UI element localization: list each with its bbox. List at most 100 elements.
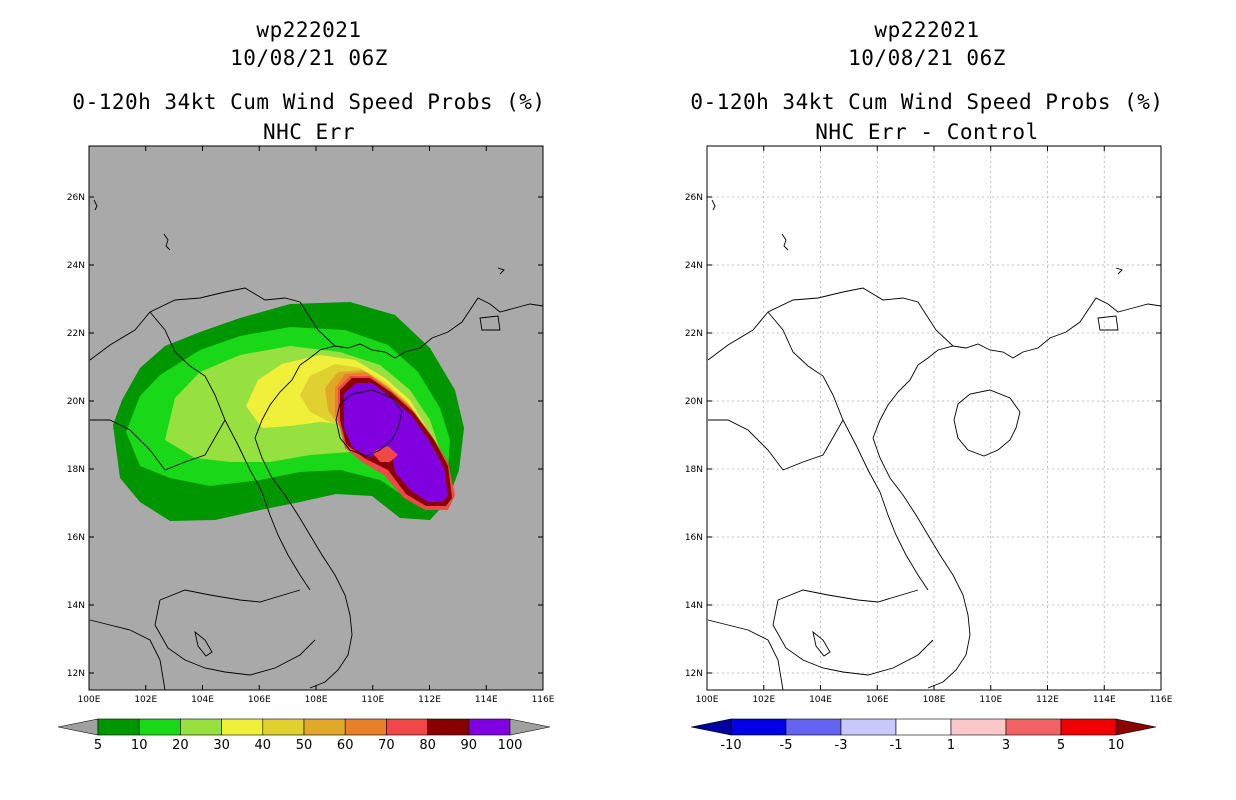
colorbar-segment (1060, 718, 1117, 736)
right-map-svg: 100E 102E 104E 106E 108E 110E 112E 114E 116E 12N 1… (685, 145, 1173, 753)
colorbar: -10 -5 -3 -1 1 3 5 10 (690, 718, 1157, 753)
lat-tick-label: 18N (685, 465, 703, 475)
colorbar-label: 1 (947, 738, 955, 753)
lon-tick-label: 108E (305, 695, 328, 705)
border-vietnam-laos (149, 311, 311, 591)
storm-id-title: wp222021 (874, 18, 980, 42)
colorbar-label: 10 (131, 738, 148, 753)
colorbar: 5 10 20 30 40 50 60 70 80 90 100 (57, 718, 551, 753)
lon-tick-label: 114E (475, 695, 498, 705)
border-cambodia-south (154, 599, 316, 676)
storm-id-title: wp222021 (256, 18, 362, 42)
coastline-gulf-thailand (89, 619, 166, 690)
colorbar-segment (468, 718, 511, 736)
lat-tick-label: 22N (67, 329, 85, 339)
right-panel: wp222021 10/08/21 06Z 0-120h 34kt Cum Wi… (618, 0, 1236, 800)
coastline-hainan (953, 389, 1021, 457)
colorbar-segment (344, 718, 387, 736)
lat-tick-label: 26N (67, 193, 85, 203)
island-small-1 (93, 199, 98, 211)
colorbar-label: 50 (296, 738, 313, 753)
border-laos-thailand (90, 419, 226, 471)
coastline-vietnam (254, 364, 353, 689)
axis-ticks: 100E 102E 104E 106E 108E 110E 112E 114E 116E 12N 1… (67, 146, 555, 705)
island-small-3 (497, 267, 505, 275)
colorbar-label: 40 (255, 738, 272, 753)
colorbar-label: 5 (94, 738, 102, 753)
lon-tick-label: 112E (418, 695, 441, 705)
colorbar-label: 3 (1002, 738, 1010, 753)
colorbar-segment (386, 718, 428, 736)
island-small-2 (163, 233, 171, 251)
left-panel: wp222021 10/08/21 06Z 0-120h 34kt Cum Wi… (57, 18, 555, 753)
border-china-north (707, 287, 954, 361)
lat-tick-label: 22N (685, 329, 703, 339)
lake-tonle-sap (812, 630, 831, 657)
lon-tick-label: 116E (532, 695, 555, 705)
lon-tick-label: 100E (696, 695, 719, 705)
coastline-vietnam (872, 364, 971, 689)
product-title: 0-120h 34kt Cum Wind Speed Probs (%) (690, 90, 1164, 114)
colorbar-segment (840, 718, 897, 736)
lon-tick-label: 104E (809, 695, 832, 705)
colorbar-label: 10 (1108, 738, 1125, 753)
colorbar-left-arrow (57, 718, 99, 736)
hong-kong-box (479, 315, 501, 331)
coastline-china (299, 297, 543, 366)
hong-kong-box (1097, 315, 1119, 331)
border-laos-thailand (708, 419, 844, 471)
map-borders (89, 199, 543, 690)
coastline-hainan (335, 389, 403, 457)
colorbar-label: 100 (498, 738, 523, 753)
colorbar-label: 20 (172, 738, 189, 753)
colorbar-label: -3 (835, 738, 848, 753)
lon-tick-label: 112E (1036, 695, 1059, 705)
lat-tick-label: 16N (685, 533, 703, 543)
island-small-2 (781, 233, 789, 251)
coastline-gulf-thailand (707, 619, 784, 690)
lat-tick-label: 18N (67, 465, 85, 475)
lat-tick-label: 16N (67, 533, 85, 543)
contour-90-notch (372, 446, 398, 462)
colorbar-segment (730, 718, 787, 736)
colorbar-label: 90 (461, 738, 478, 753)
colorbar-label: 80 (419, 738, 436, 753)
lon-tick-label: 102E (752, 695, 775, 705)
left-map-svg: 100E 102E 104E 106E 108E 110E 112E 114E 116E 12N 1… (57, 145, 555, 753)
contour-90 (344, 383, 448, 502)
colorbar-segment (221, 718, 264, 736)
colorbar-segment (1005, 718, 1062, 736)
colorbar-left-arrow (690, 718, 732, 736)
lake-tonle-sap (194, 630, 213, 657)
border-thailand-cambodia (159, 589, 301, 603)
colorbar-right-arrow (1115, 718, 1157, 736)
datetime-title: 10/08/21 06Z (848, 46, 1006, 70)
datetime-title: 10/08/21 06Z (230, 46, 388, 70)
colorbar-segment (785, 718, 842, 736)
coastline-china (917, 297, 1161, 366)
colorbar-label: -10 (720, 738, 741, 753)
lat-tick-label: 24N (685, 261, 703, 271)
colorbar-segment (138, 718, 181, 736)
map-borders (707, 199, 1161, 690)
colorbar-right-arrow (509, 718, 551, 736)
subtitle: NHC Err - Control (815, 120, 1039, 144)
subtitle: NHC Err (262, 120, 355, 144)
colorbar-label: 60 (337, 738, 354, 753)
lon-tick-label: 102E (134, 695, 157, 705)
colorbar-label: 30 (213, 738, 230, 753)
island-small-3 (1115, 267, 1123, 275)
island-small-1 (711, 199, 716, 211)
colorbar-label: -5 (780, 738, 793, 753)
lat-tick-label: 12N (67, 669, 85, 679)
lat-tick-label: 20N (685, 397, 703, 407)
border-cambodia-south (772, 599, 934, 676)
colorbar-segment (303, 718, 346, 736)
colorbar-segment (427, 718, 470, 736)
colorbar-segment (895, 718, 952, 736)
lat-tick-label: 26N (685, 193, 703, 203)
grid-lines (707, 146, 1161, 690)
lat-tick-label: 12N (685, 669, 703, 679)
colorbar-label: -1 (890, 738, 903, 753)
colorbar-segment (262, 718, 305, 736)
